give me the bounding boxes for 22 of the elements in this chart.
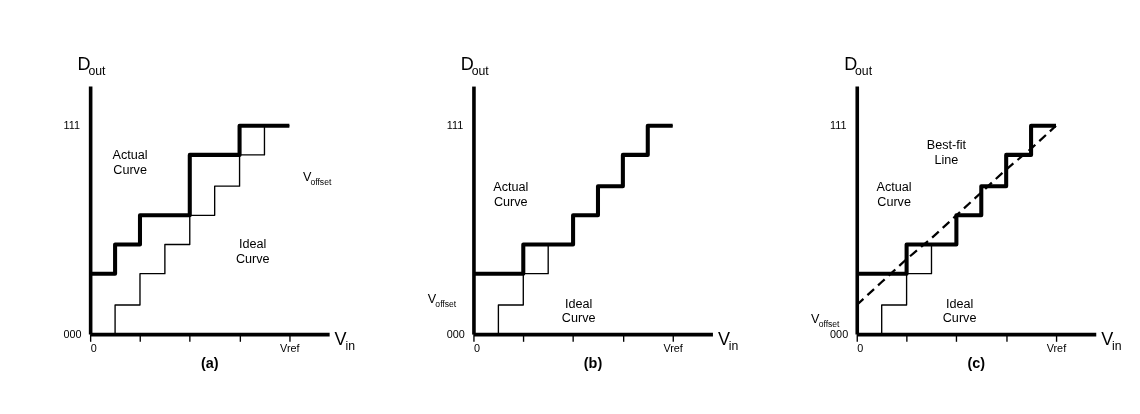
text: 000 (830, 327, 849, 340)
annotation: Actual Curve (112, 148, 148, 177)
annotation: Actual Curve (876, 180, 912, 209)
text: 111 (63, 119, 80, 132)
text: 111 (446, 119, 464, 132)
x-tick-label: Vref (1046, 341, 1068, 354)
annotation: Best-fit Line (926, 138, 967, 167)
text: 000 (446, 327, 465, 340)
text: (a) (200, 355, 219, 372)
x-tick-label: 0 (473, 341, 480, 354)
x-tick-label: Vref (280, 341, 301, 354)
annotation: Ideal Curve (235, 237, 270, 266)
annotation: Ideal Curve (942, 296, 977, 326)
text: (c) (967, 355, 986, 372)
text: 111 (830, 119, 847, 132)
x-tick-label: Vref (663, 341, 684, 354)
text: (b) (583, 355, 603, 372)
x-tick-label: 0 (90, 341, 97, 354)
text: 000 (63, 327, 82, 340)
annotation: Actual Curve (493, 180, 529, 209)
x-tick-label: 0 (857, 341, 864, 354)
annotation: Ideal Curve (561, 296, 596, 326)
